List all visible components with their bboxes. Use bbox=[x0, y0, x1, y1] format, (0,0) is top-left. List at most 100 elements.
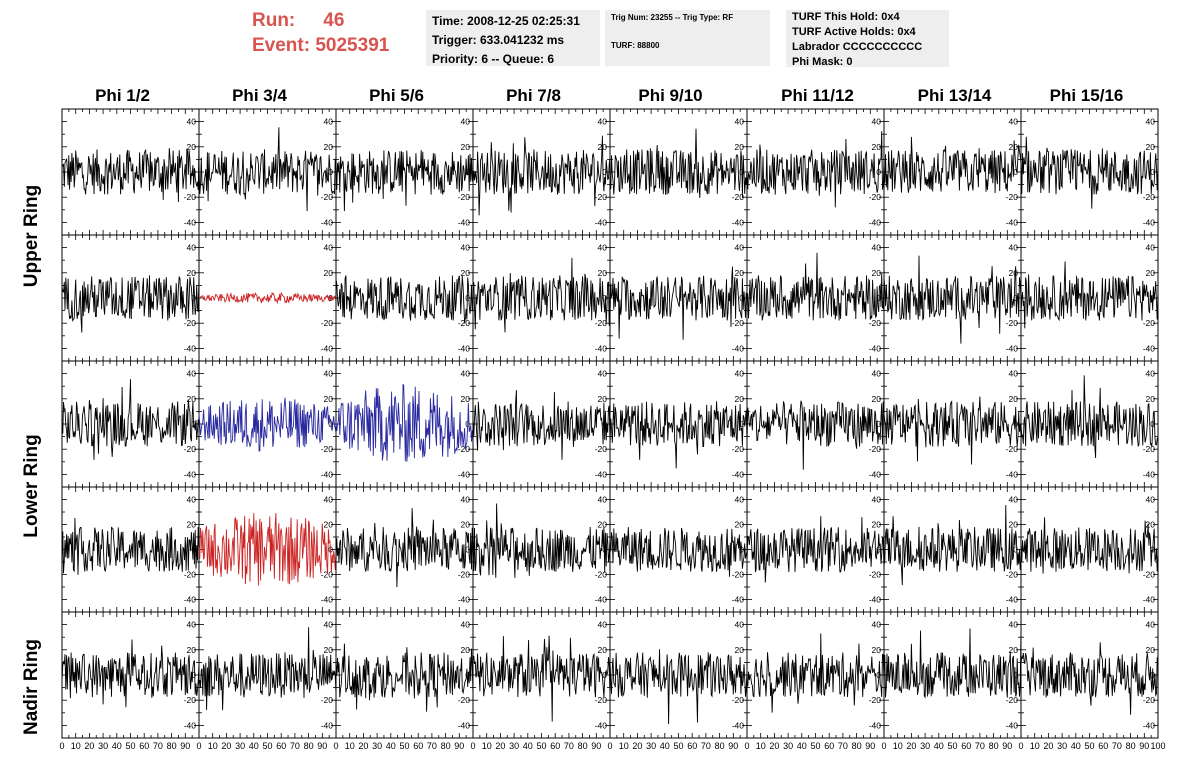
y-tick-label: 40 bbox=[872, 369, 882, 379]
y-tick-label: 40 bbox=[187, 620, 197, 630]
y-tick-label: -20 bbox=[595, 570, 608, 580]
y-tick-label: -20 bbox=[732, 444, 745, 454]
x-tick-label: 60 bbox=[413, 741, 423, 751]
y-tick-label: 20 bbox=[1009, 645, 1019, 655]
y-tick-label: 40 bbox=[324, 117, 334, 127]
y-tick-label: 40 bbox=[872, 243, 882, 253]
y-tick-label: 40 bbox=[598, 369, 608, 379]
y-tick-label: -20 bbox=[184, 444, 197, 454]
y-tick-label: 20 bbox=[187, 394, 197, 404]
panel-frame bbox=[883, 486, 1022, 613]
y-tick-label: 20 bbox=[1146, 645, 1156, 655]
y-tick-label: -40 bbox=[595, 469, 608, 479]
y-tick-label: 40 bbox=[461, 369, 471, 379]
waveform-trace bbox=[609, 266, 748, 340]
x-tick-label: 20 bbox=[632, 741, 642, 751]
y-tick-label: -40 bbox=[458, 217, 471, 227]
event-value: 5025391 bbox=[315, 35, 390, 56]
x-tick-label: 20 bbox=[1043, 741, 1053, 751]
turf-active-text: TURF Active Holds: 0x4 bbox=[792, 26, 916, 38]
x-tick-label: 80 bbox=[167, 741, 177, 751]
y-tick-label: -40 bbox=[869, 720, 882, 730]
y-tick-label: -20 bbox=[458, 695, 471, 705]
waveform-trace bbox=[746, 131, 885, 208]
y-tick-label: 40 bbox=[735, 495, 745, 505]
y-tick-label: -40 bbox=[869, 217, 882, 227]
x-tick-label: 40 bbox=[1071, 741, 1081, 751]
y-tick-label: 40 bbox=[1146, 495, 1156, 505]
y-tick-label: 20 bbox=[324, 394, 334, 404]
x-tick-label: 50 bbox=[1084, 741, 1094, 751]
y-tick-label: 0 bbox=[328, 670, 333, 680]
y-tick-label: 20 bbox=[598, 268, 608, 278]
y-tick-label: 0 bbox=[602, 293, 607, 303]
x-tick-label: 0 bbox=[881, 741, 886, 751]
waveform-trace bbox=[335, 383, 474, 462]
y-tick-label: 40 bbox=[324, 620, 334, 630]
y-tick-label: 20 bbox=[872, 142, 882, 152]
x-tick-label: 60 bbox=[961, 741, 971, 751]
y-tick-label: -40 bbox=[732, 469, 745, 479]
y-tick-label: 20 bbox=[461, 520, 471, 530]
x-tick-label: 10 bbox=[71, 741, 81, 751]
x-tick-label: 40 bbox=[523, 741, 533, 751]
x-tick-label: 50 bbox=[125, 741, 135, 751]
x-tick-label: 40 bbox=[660, 741, 670, 751]
y-tick-label: -20 bbox=[1006, 695, 1019, 705]
waveform-trace bbox=[335, 508, 474, 588]
x-tick-label: 80 bbox=[441, 741, 451, 751]
x-tick-label: 20 bbox=[906, 741, 916, 751]
y-tick-label: 40 bbox=[461, 117, 471, 127]
column-title-1: Phi 1/2 bbox=[95, 86, 150, 105]
y-tick-label: -40 bbox=[595, 343, 608, 353]
x-tick-label: 10 bbox=[208, 741, 218, 751]
y-tick-label: -20 bbox=[1006, 192, 1019, 202]
y-tick-label: 40 bbox=[1146, 243, 1156, 253]
waveform-trace bbox=[61, 379, 200, 460]
y-tick-label: 20 bbox=[187, 520, 197, 530]
trig-num-text: Trig Num: 23255 -- Trig Type: RF bbox=[611, 13, 734, 22]
x-tick-label: 0 bbox=[1018, 741, 1023, 751]
column-title-6: Phi 11/12 bbox=[781, 86, 854, 105]
y-tick-label: -40 bbox=[321, 595, 334, 605]
x-tick-label: 10 bbox=[1030, 741, 1040, 751]
x-tick-label: 50 bbox=[810, 741, 820, 751]
y-tick-label: 40 bbox=[735, 243, 745, 253]
y-tick-label: 0 bbox=[191, 670, 196, 680]
phi-mask-text: Phi Mask: 0 bbox=[792, 56, 853, 68]
x-tick-label: 30 bbox=[235, 741, 245, 751]
y-tick-label: 40 bbox=[187, 369, 197, 379]
panel-frame bbox=[609, 360, 748, 488]
trigger-text: Trigger: 633.041232 ms bbox=[432, 33, 565, 47]
x-tick-label: 80 bbox=[578, 741, 588, 751]
y-tick-label: -40 bbox=[1143, 343, 1156, 353]
waveform-trace bbox=[198, 627, 337, 711]
y-tick-label: 0 bbox=[1013, 167, 1018, 177]
y-tick-label: 20 bbox=[1146, 394, 1156, 404]
x-tick-label: 40 bbox=[249, 741, 259, 751]
y-tick-label: -40 bbox=[1006, 469, 1019, 479]
waveform-trace bbox=[609, 401, 748, 469]
y-tick-label: -40 bbox=[458, 595, 471, 605]
waveform-trace bbox=[472, 135, 611, 216]
y-tick-label: 40 bbox=[598, 620, 608, 630]
x-tick-label: 60 bbox=[139, 741, 149, 751]
y-tick-label: 20 bbox=[1146, 520, 1156, 530]
y-tick-label: 40 bbox=[324, 369, 334, 379]
y-tick-label: -40 bbox=[458, 720, 471, 730]
y-tick-label: -40 bbox=[321, 720, 334, 730]
waveform-trace bbox=[198, 127, 337, 212]
waveform-trace bbox=[1020, 375, 1159, 459]
